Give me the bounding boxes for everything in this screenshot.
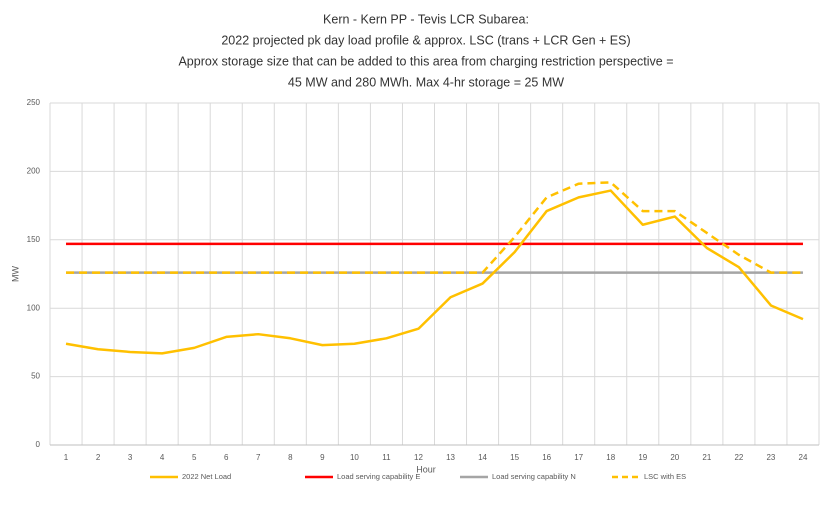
y-tick-label: 200 — [27, 167, 41, 176]
x-tick-label: 23 — [766, 453, 775, 462]
x-tick-label: 12 — [414, 453, 423, 462]
x-axis-label: Hour — [416, 464, 436, 474]
x-tick-label: 7 — [256, 453, 261, 462]
x-tick-label: 8 — [288, 453, 293, 462]
legend-label: LSC with ES — [644, 472, 686, 481]
y-axis-label: MW — [10, 266, 20, 282]
chart-title: 45 MW and 280 MWh. Max 4-hr storage = 25… — [288, 75, 564, 89]
series-line — [65, 189, 804, 355]
x-tick-label: 22 — [734, 453, 743, 462]
x-tick-label: 4 — [160, 453, 165, 462]
series-line — [66, 181, 803, 274]
x-tick-label: 24 — [799, 453, 808, 462]
x-tick-label: 3 — [128, 453, 133, 462]
x-tick-label: 15 — [510, 453, 519, 462]
x-tick-label: 21 — [702, 453, 711, 462]
y-tick-label: 250 — [27, 98, 41, 107]
x-tick-label: 13 — [446, 453, 455, 462]
chart-title: Approx storage size that can be added to… — [178, 54, 673, 68]
legend-label: Load serving capability N — [492, 472, 576, 481]
x-tick-label: 16 — [542, 453, 551, 462]
x-tick-label: 1 — [64, 453, 69, 462]
chart-title: 2022 projected pk day load profile & app… — [221, 33, 630, 47]
x-tick-label: 5 — [192, 453, 197, 462]
x-tick-label: 11 — [382, 453, 391, 462]
y-tick-label: 100 — [27, 303, 41, 312]
y-tick-label: 50 — [31, 372, 40, 381]
x-tick-label: 20 — [670, 453, 679, 462]
x-tick-label: 18 — [606, 453, 615, 462]
y-tick-label: 150 — [27, 235, 41, 244]
legend-label: 2022 Net Load — [182, 472, 231, 481]
chart-title: Kern - Kern PP - Tevis LCR Subarea: — [323, 12, 529, 26]
x-tick-label: 9 — [320, 453, 325, 462]
y-tick-label: 0 — [36, 440, 41, 449]
x-tick-label: 10 — [350, 453, 359, 462]
x-tick-label: 6 — [224, 453, 229, 462]
x-tick-label: 14 — [478, 453, 487, 462]
x-tick-label: 2 — [96, 453, 101, 462]
x-tick-label: 17 — [574, 453, 583, 462]
legend-label: Load serving capability E — [337, 472, 420, 481]
x-tick-label: 19 — [638, 453, 647, 462]
